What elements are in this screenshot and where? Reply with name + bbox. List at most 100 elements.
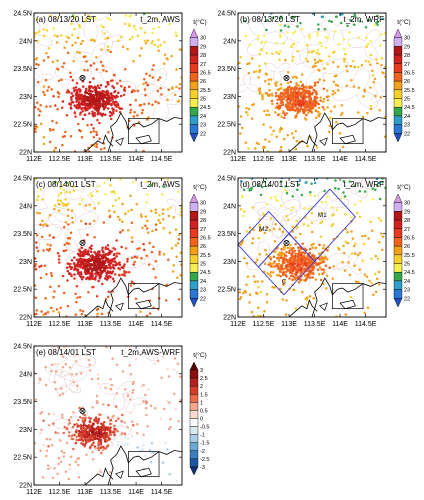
station-point	[143, 88, 147, 91]
panel-frame	[33, 345, 183, 486]
island-outline	[115, 137, 124, 146]
colorbar-tick-label: 2	[200, 384, 203, 390]
station-point	[111, 94, 115, 98]
station-point	[88, 420, 92, 424]
station-point	[42, 135, 46, 139]
station-point	[131, 256, 134, 260]
station-point	[56, 108, 59, 111]
station-point	[107, 209, 111, 212]
station-point	[274, 198, 278, 201]
station-point	[95, 295, 99, 298]
station-point	[358, 251, 362, 255]
station-point	[256, 280, 259, 283]
x-tick-label: 112E	[26, 321, 42, 328]
station-point	[75, 89, 79, 92]
station-point	[105, 92, 109, 95]
station-point	[285, 275, 288, 278]
station-point	[244, 141, 248, 144]
station-point	[94, 416, 98, 419]
station-point	[82, 426, 85, 430]
station-point	[268, 89, 271, 92]
station-point	[131, 424, 135, 427]
island-outline	[319, 137, 328, 146]
station-point	[238, 61, 241, 65]
city-marker	[80, 409, 85, 414]
colorbar-segment	[393, 219, 403, 229]
station-point	[100, 24, 103, 28]
station-point	[175, 255, 178, 259]
colorbar-tick-label: 26.5	[200, 235, 211, 241]
station-point	[179, 48, 182, 51]
station-point	[51, 60, 55, 64]
station-point	[131, 240, 134, 244]
station-point	[363, 273, 367, 276]
station-point	[272, 129, 275, 133]
station-point	[132, 25, 136, 28]
station-point	[92, 130, 96, 133]
station-point	[45, 29, 49, 32]
station-point	[256, 37, 260, 41]
station-point	[88, 81, 92, 84]
station-point	[279, 128, 282, 131]
colorbar-segment	[189, 263, 199, 273]
station-point	[65, 385, 68, 388]
station-point	[75, 100, 78, 103]
station-point	[309, 93, 312, 96]
station-point	[384, 66, 386, 69]
station-point	[379, 219, 383, 223]
region-box	[128, 451, 160, 478]
station-point	[107, 131, 110, 134]
station-point	[115, 94, 118, 98]
city-marker	[80, 76, 85, 81]
station-point	[265, 292, 269, 296]
station-point	[68, 102, 71, 106]
station-point	[48, 247, 52, 251]
station-point	[274, 82, 277, 85]
station-point	[286, 134, 290, 137]
station-point	[286, 107, 289, 110]
colorbar-segment	[393, 202, 403, 212]
station-point	[179, 398, 182, 402]
station-point	[310, 243, 313, 247]
station-point	[148, 312, 152, 315]
station-point	[380, 232, 383, 235]
station-point	[353, 252, 357, 255]
station-point	[250, 57, 254, 60]
station-point	[174, 407, 177, 411]
station-point	[96, 252, 99, 255]
colorbar-segment	[189, 254, 199, 264]
colorbar-segment	[393, 107, 403, 117]
station-point	[140, 47, 143, 50]
x-tick-label: 112E	[230, 321, 246, 328]
station-point	[366, 43, 370, 46]
station-point	[263, 80, 267, 83]
station-point	[79, 265, 82, 269]
station-point	[95, 68, 99, 71]
station-point	[291, 255, 295, 258]
station-point	[262, 34, 266, 37]
station-point	[330, 206, 333, 209]
station-point	[295, 82, 298, 85]
colorbar-segment	[189, 298, 199, 308]
station-point	[369, 63, 372, 66]
coastline	[107, 445, 182, 485]
station-point	[154, 406, 157, 410]
station-point	[39, 110, 42, 113]
station-point	[248, 293, 252, 296]
station-point	[129, 284, 133, 287]
colorbar-segment	[393, 72, 403, 82]
station-point	[79, 271, 83, 274]
station-point	[285, 299, 288, 302]
station-point	[311, 266, 314, 269]
station-point	[276, 253, 280, 256]
station-point	[149, 209, 153, 213]
city-marker	[284, 76, 289, 81]
station-point	[279, 253, 282, 256]
station-point	[114, 419, 118, 423]
station-point	[308, 36, 311, 40]
station-point	[317, 68, 320, 72]
station-point	[296, 262, 299, 265]
y-tick-label: 22N	[223, 315, 236, 322]
y-tick-label: 24N	[223, 38, 236, 45]
station-point	[121, 370, 125, 373]
